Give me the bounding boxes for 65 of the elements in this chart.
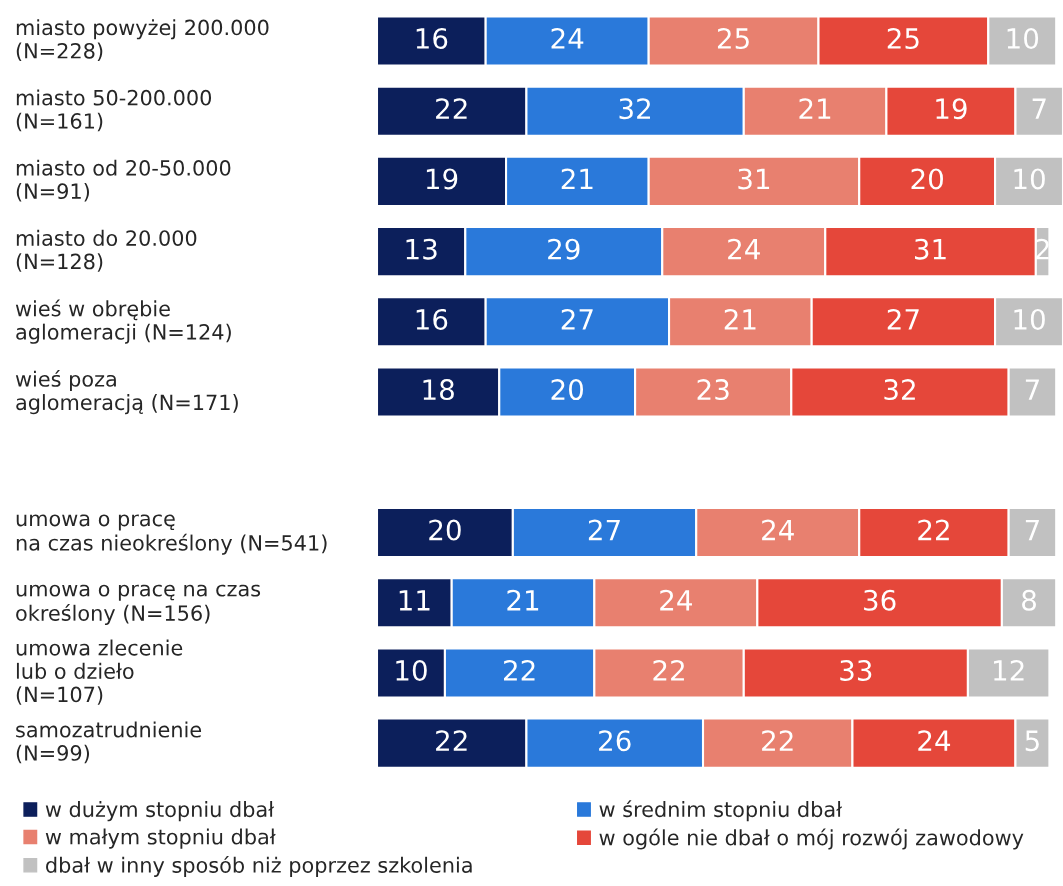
data-label: 24 bbox=[660, 589, 692, 611]
data-label: 27 bbox=[561, 308, 593, 330]
data-label: 19 bbox=[936, 98, 967, 120]
data-label: 22 bbox=[918, 519, 949, 541]
data-label: 20 bbox=[429, 519, 461, 541]
data-label: 24 bbox=[551, 28, 584, 49]
data-label: 19 bbox=[426, 168, 458, 190]
data-label: 32 bbox=[619, 98, 650, 120]
data-label: 20 bbox=[911, 168, 943, 190]
y-tick-label: umowa o pracę na czas nieokreślony (N=541) bbox=[16, 514, 327, 555]
data-label: 7 bbox=[1025, 519, 1039, 541]
data-label: 16 bbox=[416, 308, 448, 330]
legend-label: w dużym stopniu dbał bbox=[45, 801, 275, 822]
data-label: 36 bbox=[864, 589, 896, 611]
data-label: 18 bbox=[423, 379, 454, 401]
data-label: 8 bbox=[1022, 589, 1036, 611]
data-label: 22 bbox=[436, 98, 467, 119]
y-tick-label: miasto powyżej 200.000 (N=228) bbox=[16, 19, 269, 62]
data-label: 31 bbox=[738, 168, 770, 190]
data-label: 31 bbox=[915, 238, 946, 260]
y-tick-label: miasto 50-200.000 (N=161) bbox=[16, 89, 212, 132]
y-tick-label: miasto od 20-50.000 (N=91) bbox=[16, 159, 231, 202]
data-label: 22 bbox=[504, 659, 535, 681]
data-label: 16 bbox=[416, 28, 448, 50]
data-label: 24 bbox=[762, 519, 794, 541]
data-label: 2 bbox=[1035, 238, 1049, 260]
data-label: 10 bbox=[396, 659, 427, 681]
data-label: 12 bbox=[994, 659, 1024, 681]
data-label: 11 bbox=[399, 590, 430, 611]
y-tick-label: wieś w obrębie aglomeracji (N=124) bbox=[15, 299, 231, 344]
data-label: 27 bbox=[588, 519, 620, 541]
legend-label: dbał w inny sposób niż poprzez szkolenia bbox=[46, 855, 472, 877]
data-label: 21 bbox=[799, 98, 831, 119]
data-label: 21 bbox=[561, 168, 593, 190]
y-tick-label: miasto do 20.000 (N=128) bbox=[16, 229, 197, 272]
data-label: 20 bbox=[551, 379, 584, 401]
legend-label: w ogóle nie dbał o mój rozwój zawodowy bbox=[599, 828, 1024, 850]
data-label: 22 bbox=[653, 659, 684, 681]
data-label: 25 bbox=[717, 28, 749, 50]
data-label: 33 bbox=[840, 659, 872, 681]
y-tick-label: umowa o pracę na czas określony (N=156) bbox=[16, 584, 261, 625]
data-label: 10 bbox=[1014, 308, 1045, 330]
data-label: 10 bbox=[1014, 168, 1045, 190]
data-label: 24 bbox=[918, 730, 951, 751]
legend-label: w średnim stopniu dbał bbox=[599, 800, 843, 822]
y-tick-label: umowa zlecenie lub o dzieło (N=107) bbox=[16, 639, 183, 705]
legend-label: w małym stopniu dbał bbox=[45, 828, 276, 849]
data-label: 13 bbox=[406, 238, 437, 260]
data-label: 10 bbox=[1007, 28, 1039, 50]
data-label: 27 bbox=[887, 308, 919, 330]
data-label: 26 bbox=[599, 730, 631, 752]
data-label: 5 bbox=[1025, 730, 1039, 752]
data-label: 25 bbox=[887, 28, 919, 50]
data-label: 23 bbox=[697, 379, 729, 401]
data-label: 24 bbox=[728, 238, 760, 260]
y-tick-label: wieś poza aglomeracją (N=171) bbox=[15, 369, 238, 415]
data-label: 22 bbox=[436, 730, 467, 751]
data-label: 22 bbox=[762, 730, 793, 751]
data-label: 21 bbox=[724, 308, 756, 330]
data-label: 32 bbox=[884, 379, 915, 401]
data-label: 29 bbox=[548, 238, 580, 260]
data-label: 7 bbox=[1025, 379, 1039, 400]
y-tick-label: samozatrudnienie (N=99) bbox=[16, 721, 202, 764]
data-label: 7 bbox=[1032, 98, 1046, 119]
data-label: 21 bbox=[507, 589, 539, 611]
